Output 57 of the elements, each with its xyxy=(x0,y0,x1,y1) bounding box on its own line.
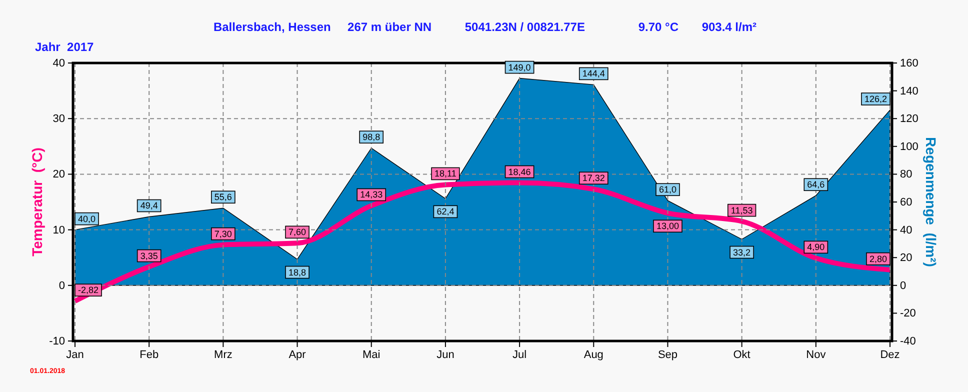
x-tick-label: Apr xyxy=(288,348,306,361)
y-tick-label: 40 xyxy=(52,58,65,70)
y-axis-title: Temperatur (°C) xyxy=(29,148,45,256)
data-label: 18,46 xyxy=(508,166,531,177)
data-label: 18,11 xyxy=(434,168,456,179)
data-label: 62,4 xyxy=(436,206,454,217)
data-label: 3,35 xyxy=(140,250,158,261)
x-tick-label: Sep xyxy=(658,348,678,361)
data-label: 17,32 xyxy=(582,173,605,184)
y2-tick-label: 100 xyxy=(900,140,918,153)
data-label: 98,8 xyxy=(362,132,380,142)
data-label: 33,2 xyxy=(733,247,751,258)
x-tick-label: Okt xyxy=(733,348,750,361)
data-label: 14,33 xyxy=(360,190,383,200)
data-label: -2,82 xyxy=(78,285,99,296)
y2-tick-label: -40 xyxy=(900,336,916,348)
chart-subtitle: Jahr 2017 xyxy=(35,40,94,54)
chart-title: Ballersbach, Hessen 267 m über NN 5041.23N / 00821.77E 9.70 °C 903.4 l/m² xyxy=(213,20,757,34)
y2-tick-label: 60 xyxy=(900,196,912,209)
x-tick-label: Mrz xyxy=(214,348,232,361)
data-label: 7,30 xyxy=(214,228,232,239)
data-label: 7,60 xyxy=(288,227,306,238)
data-label: 11,53 xyxy=(730,205,753,216)
y-tick-label: -10 xyxy=(49,336,65,348)
data-label: 64,6 xyxy=(807,180,825,190)
data-label: 4,90 xyxy=(807,242,825,252)
x-tick-label: Aug xyxy=(584,348,604,361)
x-tick-label: Jul xyxy=(512,348,527,361)
y2-tick-label: 140 xyxy=(900,85,918,98)
data-label: 61,0 xyxy=(658,184,676,195)
y-tick-label: 30 xyxy=(52,113,65,126)
x-tick-label: Mai xyxy=(362,348,380,361)
data-label: 55,6 xyxy=(214,192,232,202)
data-label: 13,00 xyxy=(656,221,679,232)
y2-tick-label: 160 xyxy=(900,58,918,70)
y2-tick-label: 120 xyxy=(900,113,918,126)
data-label: 49,4 xyxy=(140,200,158,211)
x-tick-label: Feb xyxy=(140,348,159,361)
y-tick-label: 0 xyxy=(58,280,65,292)
data-label: 2,80 xyxy=(869,254,887,264)
data-label: 149,0 xyxy=(508,62,531,72)
x-tick-label: Jun xyxy=(436,348,454,361)
y-tick-label: 20 xyxy=(52,168,65,181)
x-tick-label: Dez xyxy=(880,348,900,361)
data-label: 40,0 xyxy=(78,214,96,224)
y2-tick-label: -20 xyxy=(900,308,916,320)
x-tick-label: Jan xyxy=(66,348,84,361)
x-tick-label: Nov xyxy=(806,348,826,361)
data-label: 126,2 xyxy=(864,94,887,104)
y2-tick-label: 0 xyxy=(900,280,906,292)
y-tick-label: 10 xyxy=(52,224,65,236)
y2-tick-label: 80 xyxy=(900,168,912,181)
data-label: 144,4 xyxy=(582,68,605,79)
data-label: 18,8 xyxy=(288,267,306,278)
y2-tick-label: 40 xyxy=(900,224,912,236)
y2-tick-label: 20 xyxy=(900,252,912,264)
y2-axis-title: Regenmenge (l/m²) xyxy=(923,137,939,267)
